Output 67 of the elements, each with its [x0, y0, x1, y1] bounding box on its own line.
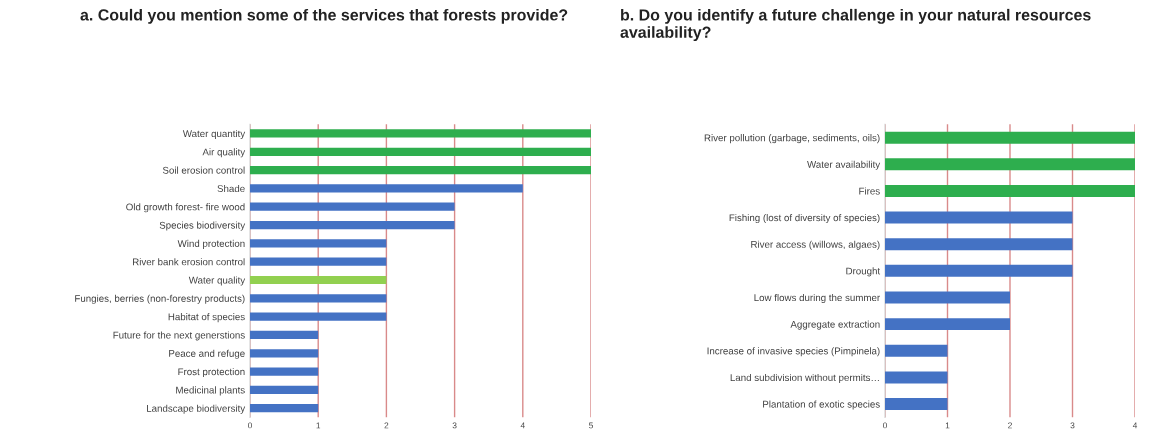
- y-tick-label: Landscape biodiversity: [147, 404, 246, 414]
- y-tick-label: Habitat of species: [168, 313, 245, 323]
- y-tick-label: Old growth forest- fire wood: [126, 203, 245, 213]
- y-tick-label: Future for the next generstions: [113, 331, 245, 341]
- x-tick-label: 1: [945, 422, 950, 429]
- bar: [250, 184, 523, 193]
- y-tick-label: Air quality: [202, 148, 246, 158]
- bar: [885, 238, 1073, 251]
- y-tick-label: Water quantity: [182, 129, 246, 140]
- bar: [885, 398, 948, 411]
- y-tick-label: Fungies, berries (non-forestry products): [75, 294, 245, 304]
- bar: [885, 344, 948, 357]
- x-tick-label: 3: [452, 422, 457, 429]
- y-tick-label: River access (willows, algaes): [751, 240, 880, 250]
- bar: [250, 349, 319, 358]
- bar: [250, 129, 591, 138]
- bar: [250, 239, 387, 248]
- bar: [885, 318, 1010, 331]
- bar: [885, 184, 1135, 197]
- x-tick-label: 2: [1008, 422, 1012, 429]
- bar: [250, 257, 387, 266]
- bar: [250, 367, 319, 376]
- y-tick-label: Species biodiversity: [159, 221, 246, 231]
- bar: [250, 294, 387, 303]
- y-tick-label: Drought: [846, 267, 881, 277]
- y-tick-label: Fires: [859, 187, 880, 195]
- x-tick-label: 3: [1070, 422, 1075, 429]
- y-tick-label: River pollution (garbage, sediments, oils): [704, 134, 880, 144]
- chart-title: b. Do you identify a future challenge in your natural resources availability?: [620, 8, 1091, 42]
- bar: [885, 131, 1135, 144]
- y-tick-label: Shade: [217, 184, 245, 193]
- y-tick-label: Fishing (lost of diversity of species): [729, 214, 880, 224]
- y-tick-label: Medicinal plants: [176, 386, 245, 396]
- y-tick-label: Frost protection: [178, 368, 245, 378]
- chart-title: a. Could you mention some of the services that forests provide?: [80, 8, 568, 24]
- bar: [885, 158, 1135, 171]
- y-tick-label: Plantation of exotic species: [763, 400, 880, 410]
- y-tick-label: Low flows during the summer: [754, 293, 880, 304]
- bar: [250, 202, 455, 211]
- y-tick-label: Water quality: [188, 276, 246, 286]
- bar: [250, 385, 319, 395]
- bar: [250, 220, 455, 230]
- bar: [250, 275, 387, 285]
- bar: [250, 404, 319, 413]
- x-tick-label: 0: [883, 422, 887, 429]
- y-tick-label: Water availability: [807, 160, 881, 170]
- bar: [250, 330, 319, 340]
- y-tick-label: Soil erosion control: [162, 166, 245, 174]
- y-tick-label: River bank erosion control: [133, 258, 245, 266]
- x-tick-label: 0: [248, 422, 252, 429]
- x-tick-label: 1: [316, 422, 321, 429]
- bar: [250, 147, 591, 156]
- bar: [250, 165, 591, 175]
- y-tick-label: Wind protection: [177, 239, 245, 249]
- x-tick-label: 4: [1132, 422, 1138, 429]
- x-tick-label: 5: [589, 422, 593, 429]
- bar: [885, 211, 1073, 224]
- y-tick-label: Increase of invasive species (Pimpinela): [707, 347, 880, 357]
- bar: [885, 371, 948, 384]
- y-tick-label: Peace and refuge: [169, 349, 245, 359]
- bar: [885, 264, 1073, 277]
- y-tick-label: Land subdivision without permits…: [730, 373, 879, 383]
- y-tick-label: Aggregate extraction: [790, 320, 880, 330]
- x-tick-label: 4: [520, 422, 525, 429]
- bar: [885, 291, 1010, 304]
- x-tick-label: 2: [384, 422, 389, 429]
- bar: [250, 312, 387, 321]
